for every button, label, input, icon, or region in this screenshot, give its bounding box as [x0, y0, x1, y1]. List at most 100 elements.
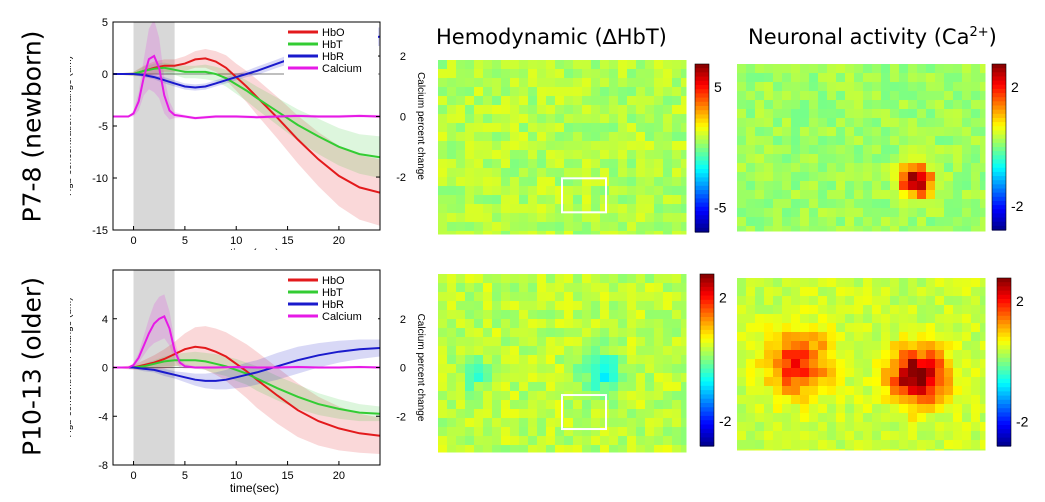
x-tick-label: 0: [130, 235, 136, 247]
colorbar-segment: [700, 312, 714, 318]
y-tick-label: 4: [102, 314, 108, 326]
colorbar-segment: [992, 105, 1006, 111]
colorbar-segment: [695, 122, 709, 128]
colorbar-segment: [997, 357, 1011, 363]
colorbar-segment: [997, 278, 1011, 283]
column-title-hemodynamic: Hemodynamic (∆HbT): [436, 25, 667, 49]
colorbar-segment: [992, 217, 1006, 223]
colorbar-segment: [997, 370, 1011, 376]
x-tick-label: 0: [130, 470, 136, 482]
neuronal-title-close: ): [988, 25, 997, 49]
colorbar-segment: [695, 127, 709, 132]
legend-label-hbo: HbO: [322, 27, 345, 39]
colorbar-segment: [997, 395, 1011, 401]
colorbar-segment: [695, 80, 709, 86]
colorbar-segment: [997, 307, 1011, 313]
colorbar-segment: [700, 317, 714, 322]
plot-area: [113, 270, 380, 465]
colorbar-segment: [997, 374, 1011, 380]
colorbar-segment: [997, 383, 1011, 388]
colorbar-segment: [992, 76, 1006, 82]
colorbar-segment: [997, 290, 1011, 296]
colorbar-segment: [695, 223, 709, 229]
colorbar-segment: [700, 428, 714, 434]
colorbar-segment: [700, 441, 714, 447]
colorbar-segment: [695, 118, 709, 124]
colorbar-frame: [996, 277, 1012, 447]
colorbar-segment: [992, 68, 1006, 73]
colorbar-segment: [997, 420, 1011, 426]
series-line-calcium: [113, 314, 380, 369]
colorbar-segment: [700, 398, 714, 404]
band-hbo: [113, 49, 380, 226]
colorbar-segment: [700, 325, 714, 331]
band-hbo: [113, 326, 380, 454]
colorbar-segment: [695, 202, 709, 208]
colorbar-segment: [700, 286, 714, 292]
colorbar-segment: [695, 227, 709, 233]
colorbar-segment: [695, 106, 709, 111]
colorbar-segment: [997, 282, 1011, 287]
colorbar-segment: [695, 206, 709, 212]
colorbar-segment: [700, 368, 714, 374]
colorbar-segment: [992, 188, 1006, 194]
band-calcium: [113, 294, 380, 369]
neuronal-title-text: Neuronal activity (Ca: [748, 25, 970, 49]
colorbar-segment: [695, 68, 709, 73]
colorbar-segment: [695, 110, 709, 115]
heatmap-image: [438, 60, 687, 235]
colorbar-frame: [991, 63, 1007, 231]
y2-axis-label: Calcium percent change: [415, 314, 426, 422]
line-chart-older: 0 5 10 15 20 -8 -4 0 4 -2 0 2 time(sec) Hgb concentra…: [70, 269, 426, 495]
colorbar-segment: [992, 64, 1006, 69]
colorbar-segment: [695, 148, 709, 153]
colorbar-segment: [695, 211, 709, 216]
colorbar-segment: [992, 167, 1006, 173]
colorbar-segment: [695, 160, 709, 166]
y-axis-label: Hgb concentration change (uM): [70, 297, 74, 437]
colorbar-segment: [700, 360, 714, 365]
colorbar-segment: [695, 181, 709, 187]
colorbar-segment: [992, 117, 1006, 123]
colorbar-segment: [695, 72, 709, 78]
colorbar-segment: [700, 334, 714, 340]
colorbar-segment: [695, 114, 709, 120]
legend-label-calcium: Calcium: [322, 311, 362, 323]
colorbar-segment: [695, 198, 709, 204]
y-tick-label: 0: [102, 363, 108, 375]
colorbar-segment: [997, 437, 1011, 443]
colorbar-tick-max: 2: [1016, 293, 1024, 309]
x-tick-label: 10: [230, 235, 242, 247]
colorbar-segment: [992, 192, 1006, 198]
colorbar-segment: [695, 131, 709, 136]
colorbar-segment: [700, 415, 714, 421]
colorbar-frame: [694, 63, 710, 233]
colorbar-segment: [992, 88, 1006, 94]
colorbar-tick-min: -2: [719, 413, 732, 429]
series-line-hbt: [113, 66, 380, 159]
heatmap-newborn-neuronal: 2 -2: [737, 63, 1024, 232]
y-tick-label: 5: [102, 17, 108, 29]
colorbar-segment: [997, 425, 1011, 430]
y-tick-label: -8: [98, 460, 108, 472]
colorbar-segment: [992, 142, 1006, 148]
colorbar-segment: [700, 342, 714, 348]
colorbar-segment: [992, 171, 1006, 177]
y-axis-label: Hgb concentration change (uM): [70, 56, 74, 196]
colorbar-segment: [997, 332, 1011, 338]
colorbar-segment: [700, 351, 714, 357]
colorbar-segment: [992, 209, 1006, 214]
colorbar-segment: [700, 403, 714, 408]
colorbar-segment: [695, 135, 709, 141]
series-line-hbo: [113, 57, 380, 194]
colorbar-segment: [992, 130, 1006, 136]
colorbar-segment: [700, 390, 714, 395]
colorbar-segment: [700, 304, 714, 309]
colorbar-segment: [997, 315, 1011, 321]
colorbar-segment: [695, 164, 709, 170]
y2-tick-label: 2: [400, 314, 406, 326]
colorbar-segment: [700, 433, 714, 438]
colorbar-segment: [700, 274, 714, 279]
colorbar-segment: [997, 299, 1011, 304]
colorbar-segment: [992, 80, 1006, 86]
